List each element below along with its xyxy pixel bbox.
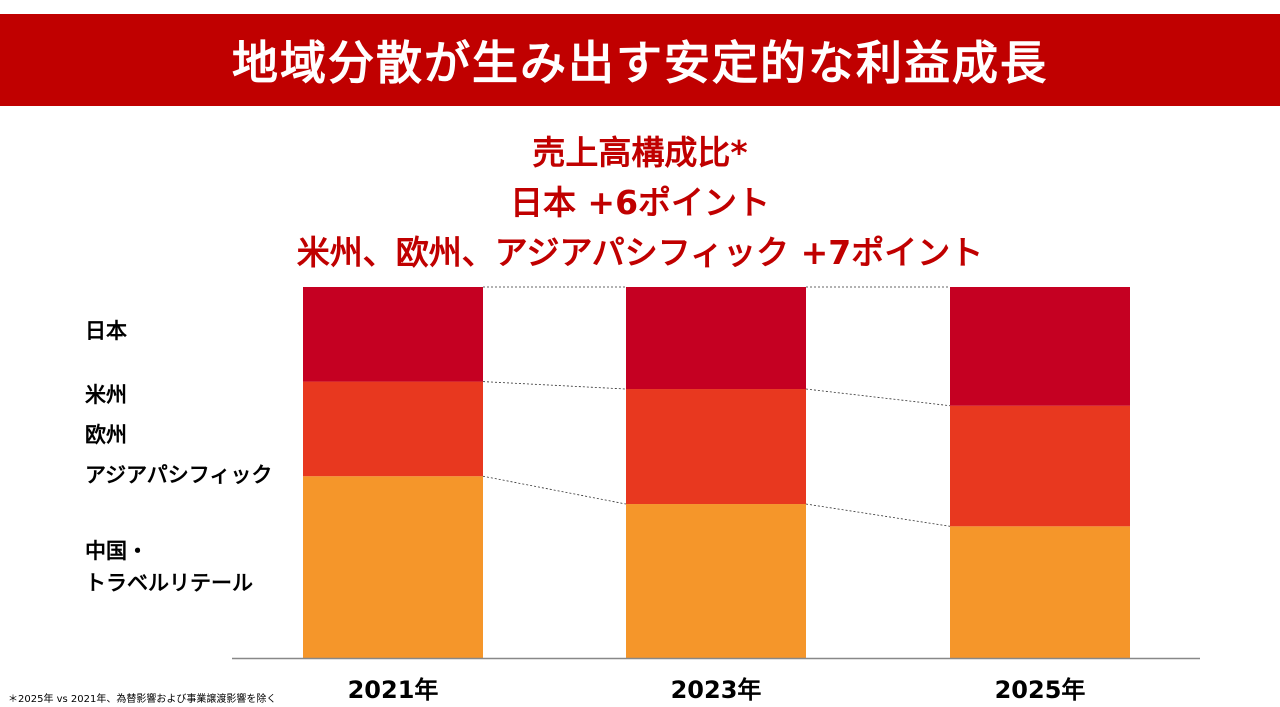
- legend-label-americas: 米州: [85, 383, 127, 407]
- bar-segment-1-0: [626, 504, 806, 658]
- bar-segment-1-1: [626, 389, 806, 505]
- bar-segment-0-0: [303, 476, 483, 658]
- page-title: 地域分散が生み出す安定的な利益成長: [232, 36, 1048, 90]
- chart-subtitle-line3: 米州、欧州、アジアパシフィック +7ポイント: [296, 233, 984, 272]
- connector-line-1-0: [805, 503, 951, 527]
- connector-line-0-0: [482, 475, 627, 505]
- footnote: ＊2025年 vs 2021年、為替影響および事業譲渡影響を除く: [8, 694, 277, 705]
- bar-segment-0-2: [303, 287, 483, 382]
- legend-label-apac: アジアパシフィック: [85, 463, 273, 487]
- bar-segment-0-1: [303, 381, 483, 477]
- legend-label-japan: 日本: [85, 319, 127, 343]
- bar-segment-1-2: [626, 287, 806, 390]
- chart-subtitle-line1: 売上高構成比*: [532, 133, 748, 172]
- title-bar: 地域分散が生み出す安定的な利益成長: [0, 14, 1280, 106]
- chart-subtitle-line2: 日本 +6ポイント: [509, 183, 771, 222]
- legend-label-china-line2: トラベルリテール: [85, 571, 253, 595]
- bar-segment-2-1: [950, 405, 1130, 527]
- bar-segment-2-2: [950, 287, 1130, 406]
- connector-line-0-1: [482, 381, 627, 390]
- connector-line-1-1: [805, 388, 951, 407]
- legend-label-china-line1: 中国・: [85, 539, 148, 563]
- bar-segment-2-0: [950, 526, 1130, 658]
- x-tick-label-0: 2021年: [348, 676, 439, 704]
- x-tick-label-1: 2023年: [671, 676, 762, 704]
- x-tick-label-2: 2025年: [995, 676, 1086, 704]
- legend-label-europe: 欧州: [85, 423, 127, 447]
